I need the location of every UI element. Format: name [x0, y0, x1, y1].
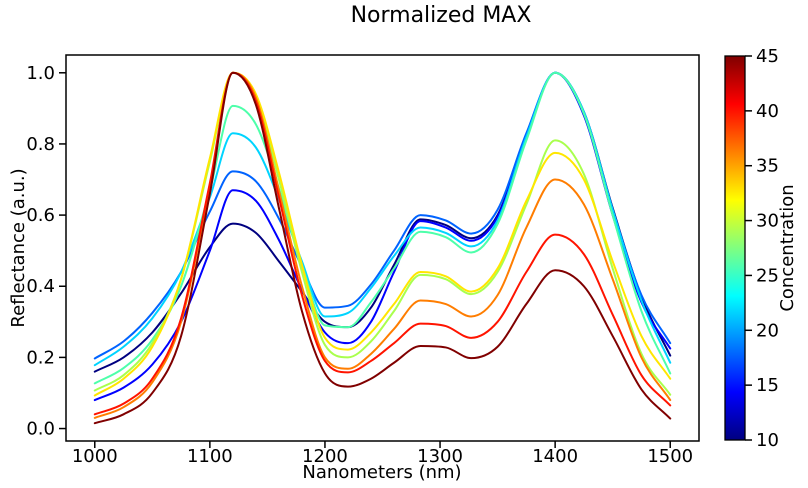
y-tick-label: 0.8 [26, 134, 55, 155]
series-line-33.3 [93, 71, 672, 397]
colorbar-tick-label: 40 [756, 101, 779, 122]
y-axis-ticks: 0.0 0.2 0.4 0.6 0.8 1.0 [26, 63, 66, 440]
x-tick-label: 1200 [302, 446, 348, 467]
x-tick-label: 1300 [417, 446, 463, 467]
x-tick-label: 1400 [532, 446, 578, 467]
series-lines [93, 71, 672, 425]
chart-title: Normalized MAX [351, 3, 532, 28]
colorbar-tick-label: 10 [756, 430, 779, 451]
y-tick-label: 0.0 [26, 419, 55, 440]
x-tick-label: 1100 [187, 446, 233, 467]
x-tick-label: 1500 [647, 446, 693, 467]
y-tick-label: 0.4 [26, 276, 55, 297]
colorbar-gradient [724, 55, 746, 441]
series-line-37.2 [93, 71, 672, 419]
x-tick-label: 1000 [72, 446, 118, 467]
series-line-29.4 [93, 71, 672, 396]
y-axis-label: Reflectance (a.u.) [8, 168, 29, 327]
y-tick-label: 0.2 [26, 347, 55, 368]
colorbar-tick-label: 35 [756, 156, 779, 177]
colorbar-ticks: 10 15 20 25 30 35 40 45 [745, 46, 779, 451]
colorbar-tick-label: 25 [756, 265, 779, 286]
x-axis-label: Nanometers (nm) [302, 462, 461, 483]
x-axis-ticks: 1000 1100 1200 1300 1400 1500 [72, 441, 693, 467]
plot-area [65, 54, 700, 442]
colorbar-tick-label: 30 [756, 211, 779, 232]
series-line-41.1 [93, 71, 672, 416]
colorbar-label: Concentration [777, 184, 798, 311]
series-line-45 [93, 71, 672, 425]
colorbar-tick-label: 15 [756, 375, 779, 396]
y-tick-label: 0.6 [26, 205, 55, 226]
colorbar-tick-label: 45 [756, 46, 779, 67]
y-tick-label: 1.0 [26, 63, 55, 84]
series-line-13.9 [93, 71, 672, 402]
colorbar-tick-label: 20 [756, 320, 779, 341]
colorbar: 10 15 20 25 30 35 40 45 Concentration [724, 46, 798, 451]
